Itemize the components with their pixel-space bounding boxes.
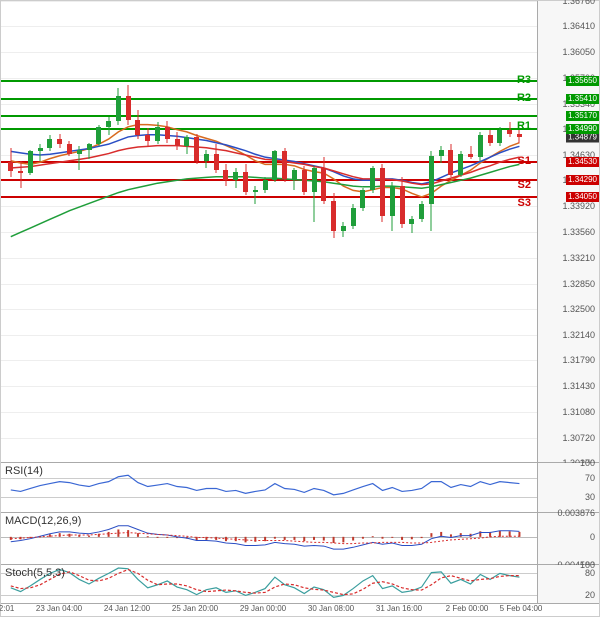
candle[interactable] <box>496 1 503 463</box>
xaxis-label: 2 Feb 00:00 <box>446 604 489 613</box>
xaxis-label: 30 Jan 08:00 <box>308 604 354 613</box>
candle[interactable] <box>320 1 327 463</box>
sr-badge: 1.35650 <box>566 76 599 86</box>
candle[interactable] <box>487 1 494 463</box>
yaxis-tick: 100 <box>580 560 595 570</box>
sr-badge: 1.34050 <box>566 192 599 202</box>
candle[interactable] <box>193 1 200 463</box>
yaxis-tick: 1.32140 <box>562 330 595 340</box>
yaxis-tick: 1.31430 <box>562 381 595 391</box>
candle[interactable] <box>506 1 513 463</box>
candle[interactable] <box>174 1 181 463</box>
yaxis-tick: 70 <box>585 473 595 483</box>
candle[interactable] <box>340 1 347 463</box>
yaxis-tick: 1.32850 <box>562 279 595 289</box>
macd-panel[interactable]: MACD(12,26,9) -0.00458300.003876 <box>1 513 599 565</box>
yaxis-tick: 0.003876 <box>557 508 595 518</box>
candle[interactable] <box>222 1 229 463</box>
candle[interactable] <box>291 1 298 463</box>
candle[interactable] <box>154 1 161 463</box>
candle[interactable] <box>37 1 44 463</box>
yaxis-tick: 1.33210 <box>562 253 595 263</box>
rsi-label: RSI(14) <box>5 465 43 477</box>
candle[interactable] <box>516 1 523 463</box>
candle[interactable] <box>46 1 53 463</box>
yaxis-tick: 100 <box>580 458 595 468</box>
yaxis-tick: 1.31080 <box>562 407 595 417</box>
xaxis-label: 31 Jan 16:00 <box>376 604 422 613</box>
sr-badge: 1.34290 <box>566 175 599 185</box>
candle[interactable] <box>95 1 102 463</box>
yaxis-tick: 20 <box>585 590 595 600</box>
candle[interactable] <box>262 1 269 463</box>
yaxis-tick: 30 <box>585 492 595 502</box>
yaxis-tick: 1.36410 <box>562 21 595 31</box>
xaxis-label: 29 Jan 00:00 <box>240 604 286 613</box>
candle[interactable] <box>438 1 445 463</box>
candle[interactable] <box>311 1 318 463</box>
xaxis-label: 5 Feb 04:00 <box>500 604 543 613</box>
candle[interactable] <box>428 1 435 463</box>
candle[interactable] <box>252 1 259 463</box>
candle[interactable] <box>115 1 122 463</box>
yaxis-tick: 0 <box>590 532 595 542</box>
yaxis-tick: 1.32500 <box>562 304 595 314</box>
candle[interactable] <box>105 1 112 463</box>
candle[interactable] <box>467 1 474 463</box>
yaxis-tick: 1.31790 <box>562 355 595 365</box>
xaxis-label: n 22:01 <box>0 604 14 613</box>
yaxis-tick: 1.33920 <box>562 201 595 211</box>
yaxis-tick: 1.33560 <box>562 227 595 237</box>
xaxis-label: 25 Jan 20:00 <box>172 604 218 613</box>
sr-badge: 1.35170 <box>566 111 599 121</box>
sr-badge: 1.34990 <box>566 124 599 134</box>
stoch-label: Stoch(5,5,3) <box>5 567 65 579</box>
candle[interactable] <box>359 1 366 463</box>
yaxis-tick: 1.36050 <box>562 47 595 57</box>
candle[interactable] <box>27 1 34 463</box>
candle[interactable] <box>281 1 288 463</box>
candle[interactable] <box>399 1 406 463</box>
candle[interactable] <box>76 1 83 463</box>
yaxis-tick: 1.30720 <box>562 433 595 443</box>
xaxis-label: 23 Jan 04:00 <box>36 604 82 613</box>
candle[interactable] <box>477 1 484 463</box>
candle[interactable] <box>418 1 425 463</box>
rsi-panel[interactable]: RSI(14) 3070100 <box>1 463 599 513</box>
candle[interactable] <box>66 1 73 463</box>
candle[interactable] <box>86 1 93 463</box>
candle[interactable] <box>56 1 63 463</box>
yaxis-tick: 1.36760 <box>562 0 595 6</box>
candle[interactable] <box>457 1 464 463</box>
candle[interactable] <box>7 1 14 463</box>
candle[interactable] <box>330 1 337 463</box>
candle[interactable] <box>183 1 190 463</box>
candle[interactable] <box>379 1 386 463</box>
xaxis-label: 24 Jan 12:00 <box>104 604 150 613</box>
candle[interactable] <box>125 1 132 463</box>
candle[interactable] <box>389 1 396 463</box>
candle[interactable] <box>144 1 151 463</box>
candle[interactable] <box>164 1 171 463</box>
candle[interactable] <box>369 1 376 463</box>
sr-badge: 1.34530 <box>566 157 599 167</box>
candle[interactable] <box>271 1 278 463</box>
time-axis: n 22:01 23 Jan 04:00 24 Jan 12:00 25 Jan 20… <box>1 604 599 618</box>
candle[interactable] <box>301 1 308 463</box>
candle[interactable] <box>242 1 249 463</box>
stoch-panel[interactable]: Stoch(5,5,3) 2080100 <box>1 565 599 604</box>
candle[interactable] <box>350 1 357 463</box>
candle[interactable] <box>232 1 239 463</box>
candle[interactable] <box>213 1 220 463</box>
candle[interactable] <box>134 1 141 463</box>
trading-chart: R3R2R1S1S2S3 1.303701.307201.310801.3143… <box>0 0 600 617</box>
price-panel[interactable]: R3R2R1S1S2S3 1.303701.307201.310801.3143… <box>1 1 599 463</box>
macd-label: MACD(12,26,9) <box>5 515 81 527</box>
candle[interactable] <box>17 1 24 463</box>
sr-badge: 1.35410 <box>566 94 599 104</box>
candle[interactable] <box>447 1 454 463</box>
candle[interactable] <box>408 1 415 463</box>
candle[interactable] <box>203 1 210 463</box>
